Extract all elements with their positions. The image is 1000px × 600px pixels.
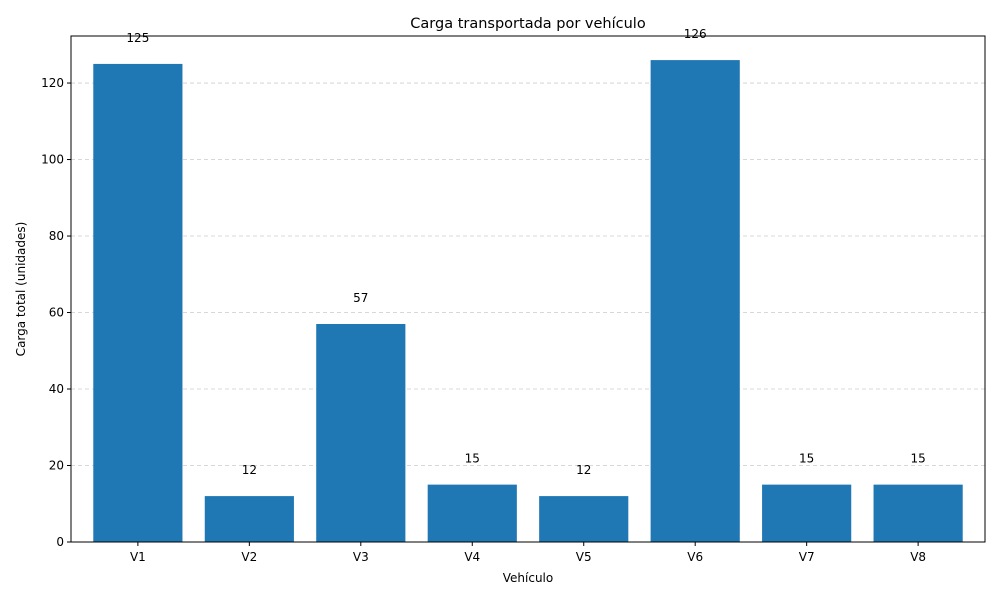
- bar-v1: [93, 63, 183, 542]
- x-tick-label: V6: [687, 550, 703, 564]
- data-label-v4: 15: [465, 452, 480, 466]
- data-label-v1: 125: [126, 31, 149, 45]
- bar-v6: [650, 60, 740, 542]
- x-tick-label: V7: [799, 550, 815, 564]
- y-tick-label: 0: [56, 535, 64, 549]
- y-tick-label: 100: [41, 153, 64, 167]
- y-tick-label: 60: [49, 306, 64, 320]
- bar-v5: [539, 496, 629, 542]
- data-label-v2: 12: [242, 463, 257, 477]
- gridlines: [71, 82, 985, 543]
- data-labels: 125 12 57 15 12 126 15 15: [126, 27, 925, 477]
- bars: [93, 60, 963, 542]
- x-tick-label: V1: [130, 550, 146, 564]
- x-axis: V1 V2 V3 V4 V5 V6 V7 V8: [130, 542, 926, 564]
- data-label-v6: 126: [684, 27, 707, 41]
- data-label-v7: 15: [799, 452, 814, 466]
- y-tick-label: 80: [49, 229, 64, 243]
- y-axis-label: Carga total (unidades): [14, 222, 28, 357]
- bar-v8: [873, 484, 963, 542]
- data-label-v8: 15: [910, 452, 925, 466]
- bar-v2: [204, 496, 294, 542]
- bar-v3: [316, 323, 406, 542]
- plot-frame: [70, 35, 986, 543]
- data-label-v3: 57: [353, 291, 368, 305]
- y-tick-label: 40: [49, 382, 64, 396]
- y-tick-label: 20: [49, 459, 64, 473]
- y-axis: 0 20 40 60 80 100 120: [41, 76, 71, 549]
- bar-v4: [427, 484, 517, 542]
- x-tick-label: V8: [910, 550, 926, 564]
- chart-title: Carga transportada por vehículo: [410, 16, 646, 32]
- bar-v7: [762, 484, 852, 542]
- x-tick-label: V5: [576, 550, 592, 564]
- x-tick-label: V2: [241, 550, 257, 564]
- y-tick-label: 120: [41, 76, 64, 90]
- x-tick-label: V3: [353, 550, 369, 564]
- x-axis-label: Vehículo: [503, 571, 553, 585]
- data-label-v5: 12: [576, 463, 591, 477]
- x-tick-label: V4: [464, 550, 480, 564]
